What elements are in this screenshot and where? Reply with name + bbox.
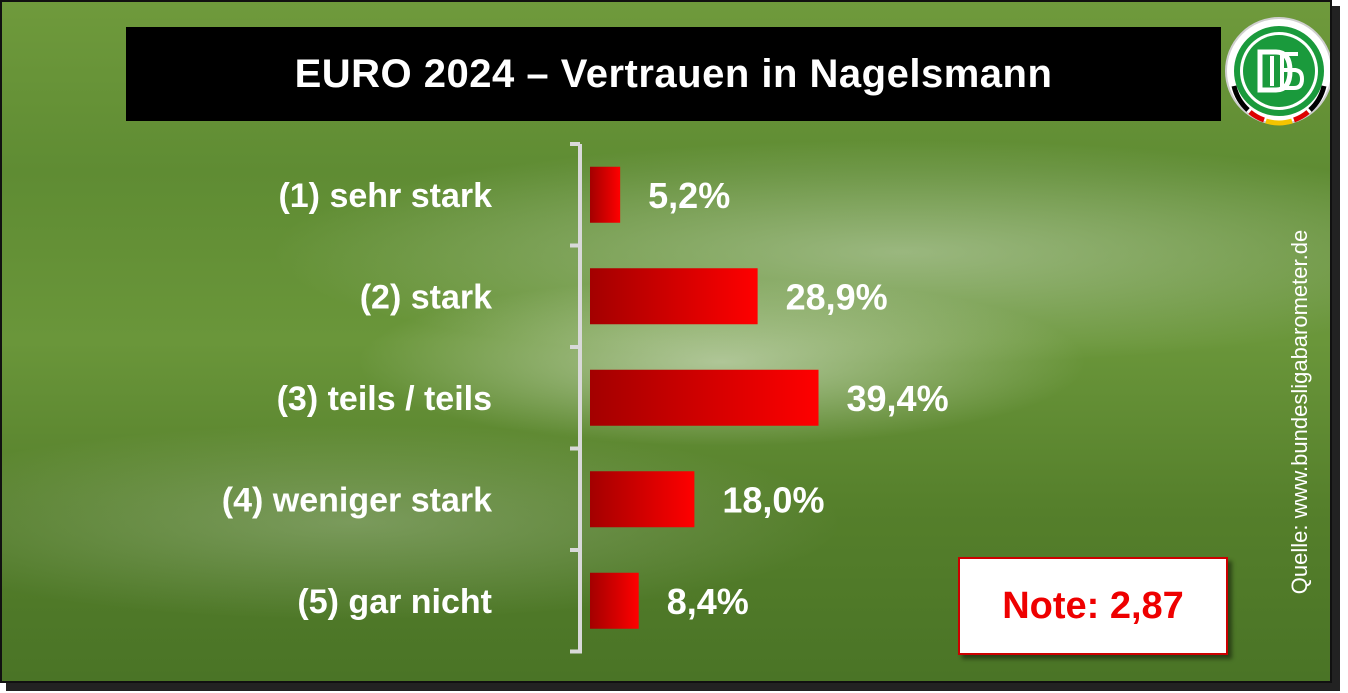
score-value: Note: 2,87 bbox=[1002, 584, 1184, 627]
bar-5 bbox=[590, 572, 639, 629]
value-label: 39,4% bbox=[847, 378, 949, 419]
category-label: (2) stark bbox=[360, 278, 492, 316]
bar-chart: (1) sehr stark 5,2% (2) stark 28,9% (3) teil… bbox=[222, 142, 949, 654]
value-label: 28,9% bbox=[786, 276, 888, 317]
dfb-logo-icon bbox=[1225, 17, 1330, 126]
source-note: Quelle: www.bundesligabarometer.de bbox=[1287, 229, 1312, 595]
bar-4 bbox=[590, 471, 695, 528]
score-box: Note: 2,87 bbox=[958, 557, 1228, 655]
bar-1 bbox=[590, 166, 621, 223]
value-label: 8,4% bbox=[667, 581, 749, 622]
category-label: (5) gar nicht bbox=[297, 583, 492, 621]
category-axis bbox=[570, 142, 582, 654]
title-bar: EURO 2024 – Vertrauen in Nagelsmann bbox=[126, 27, 1221, 121]
labels: (1) sehr stark 5,2% (2) stark 28,9% (3) teil… bbox=[222, 175, 949, 622]
chart-title: EURO 2024 – Vertrauen in Nagelsmann bbox=[294, 51, 1053, 96]
category-label: (4) weniger stark bbox=[222, 481, 492, 519]
category-label: (3) teils / teils bbox=[277, 380, 492, 418]
value-label: 5,2% bbox=[648, 175, 730, 216]
category-label: (1) sehr stark bbox=[278, 177, 492, 215]
bar-3 bbox=[590, 369, 819, 426]
value-label: 18,0% bbox=[722, 479, 824, 520]
bar-2 bbox=[590, 268, 758, 325]
bars bbox=[590, 166, 819, 629]
chart-frame: EURO 2024 – Vertrauen in Nagelsmann (1) … bbox=[0, 0, 1332, 683]
